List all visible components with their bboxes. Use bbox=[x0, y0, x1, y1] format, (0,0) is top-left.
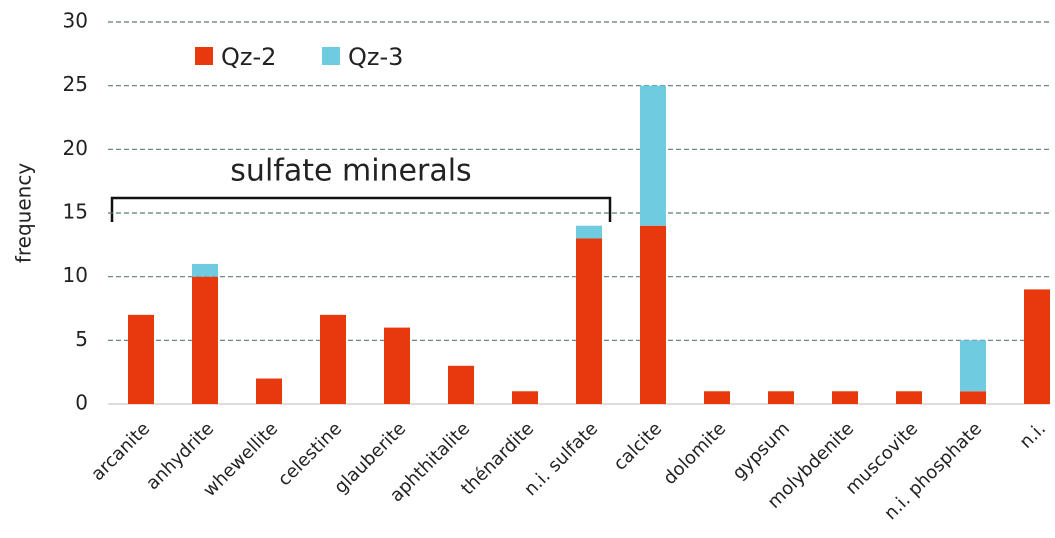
bar-segment bbox=[256, 378, 282, 404]
y-tick-label: 15 bbox=[63, 200, 88, 224]
x-tick-label: n.i. bbox=[1016, 418, 1051, 453]
annotation: sulfate minerals bbox=[230, 154, 471, 189]
x-tick-label: arcanite bbox=[87, 418, 154, 485]
bar-segment bbox=[832, 391, 858, 404]
bar-segment bbox=[384, 327, 410, 404]
bar-segment bbox=[1024, 289, 1050, 404]
x-tick-label: calcite bbox=[610, 418, 667, 475]
bar-segment bbox=[128, 314, 154, 404]
bar-segment bbox=[576, 225, 602, 239]
bar-segment bbox=[448, 365, 474, 404]
bar-segment bbox=[512, 391, 538, 404]
y-tick-label: 30 bbox=[63, 9, 88, 33]
y-tick-label: 0 bbox=[75, 391, 88, 415]
legend-label: Qz-2 bbox=[221, 43, 276, 71]
y-tick-label: 10 bbox=[63, 263, 88, 287]
bar-segment bbox=[960, 340, 986, 392]
y-tick-label: 25 bbox=[63, 72, 88, 96]
legend-swatch bbox=[322, 47, 340, 65]
y-tick-label: 5 bbox=[75, 327, 88, 351]
x-tick-label: gypsum bbox=[728, 418, 794, 484]
bar-segment bbox=[576, 238, 602, 404]
bracket bbox=[110, 196, 612, 222]
bar-segment bbox=[192, 276, 218, 404]
bar-segment bbox=[640, 85, 666, 226]
legend-label: Qz-3 bbox=[348, 43, 403, 71]
bar-segment bbox=[192, 263, 218, 277]
bar-segment bbox=[896, 391, 922, 404]
y-tick-label: 20 bbox=[63, 136, 88, 160]
y-axis-label: frequency bbox=[12, 163, 36, 263]
bar-segment bbox=[320, 314, 346, 404]
bar-segment bbox=[768, 391, 794, 404]
bar-segment bbox=[960, 391, 986, 404]
legend-swatch bbox=[195, 47, 213, 65]
x-tick-label: dolomite bbox=[659, 418, 730, 489]
bar-segment bbox=[640, 225, 666, 404]
bar-segment bbox=[704, 391, 730, 404]
